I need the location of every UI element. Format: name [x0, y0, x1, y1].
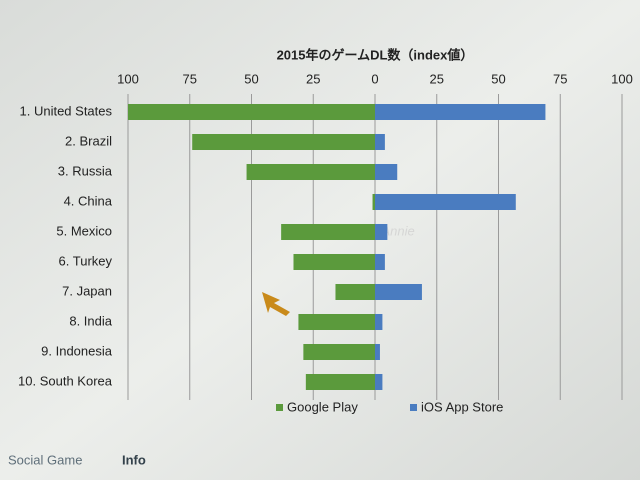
- category-label: 1. United States: [20, 103, 113, 118]
- bar: [375, 164, 398, 180]
- category-label: 4. China: [64, 193, 113, 208]
- chart-title: 2015年のゲームDL数（index値）: [277, 47, 474, 62]
- legend-swatch: [276, 404, 283, 411]
- footer-logo: Social Game Info: [8, 452, 146, 467]
- x-tick-label: 0: [371, 71, 378, 86]
- bar: [375, 134, 385, 150]
- category-label: 8. India: [69, 313, 112, 328]
- bar: [375, 284, 422, 300]
- legend-label: Google Play: [287, 399, 358, 414]
- x-tick-label: 50: [491, 71, 505, 86]
- category-label: 10. South Korea: [18, 373, 113, 388]
- x-tick-label: 75: [553, 71, 567, 86]
- bar: [281, 224, 375, 240]
- bar: [375, 344, 380, 360]
- x-tick-label: 50: [244, 71, 258, 86]
- category-label: 7. Japan: [62, 283, 112, 298]
- category-label: 6. Turkey: [59, 253, 113, 268]
- bar: [375, 314, 383, 330]
- legend-swatch: [410, 404, 417, 411]
- bar: [375, 104, 546, 120]
- bar: [192, 134, 375, 150]
- arrow: [262, 292, 290, 316]
- category-label: 2. Brazil: [65, 133, 112, 148]
- bar: [375, 374, 383, 390]
- bar: [293, 254, 375, 270]
- bar: [375, 194, 516, 210]
- logo-brand: Social Game: [8, 452, 82, 467]
- legend-label: iOS App Store: [421, 399, 503, 414]
- category-label: 3. Russia: [58, 163, 113, 178]
- bar: [335, 284, 375, 300]
- bar: [375, 254, 385, 270]
- x-tick-label: 75: [183, 71, 197, 86]
- bar: [372, 194, 375, 210]
- x-tick-label: 100: [117, 71, 139, 86]
- bar: [298, 314, 375, 330]
- bar: [128, 104, 375, 120]
- plot: 100 75 50 25 0 25 50 75 100 1. United States 2. Br…: [18, 71, 633, 414]
- category-label: 5. Mexico: [56, 223, 112, 238]
- bar: [375, 224, 388, 240]
- logo-suffix: Info: [122, 452, 146, 467]
- x-tick-label: 25: [306, 71, 320, 86]
- x-tick-label: 25: [430, 71, 444, 86]
- x-tick-label: 100: [611, 71, 633, 86]
- category-label: 9. Indonesia: [41, 343, 113, 358]
- bar: [303, 344, 375, 360]
- bar: [305, 374, 375, 390]
- bar: [246, 164, 375, 180]
